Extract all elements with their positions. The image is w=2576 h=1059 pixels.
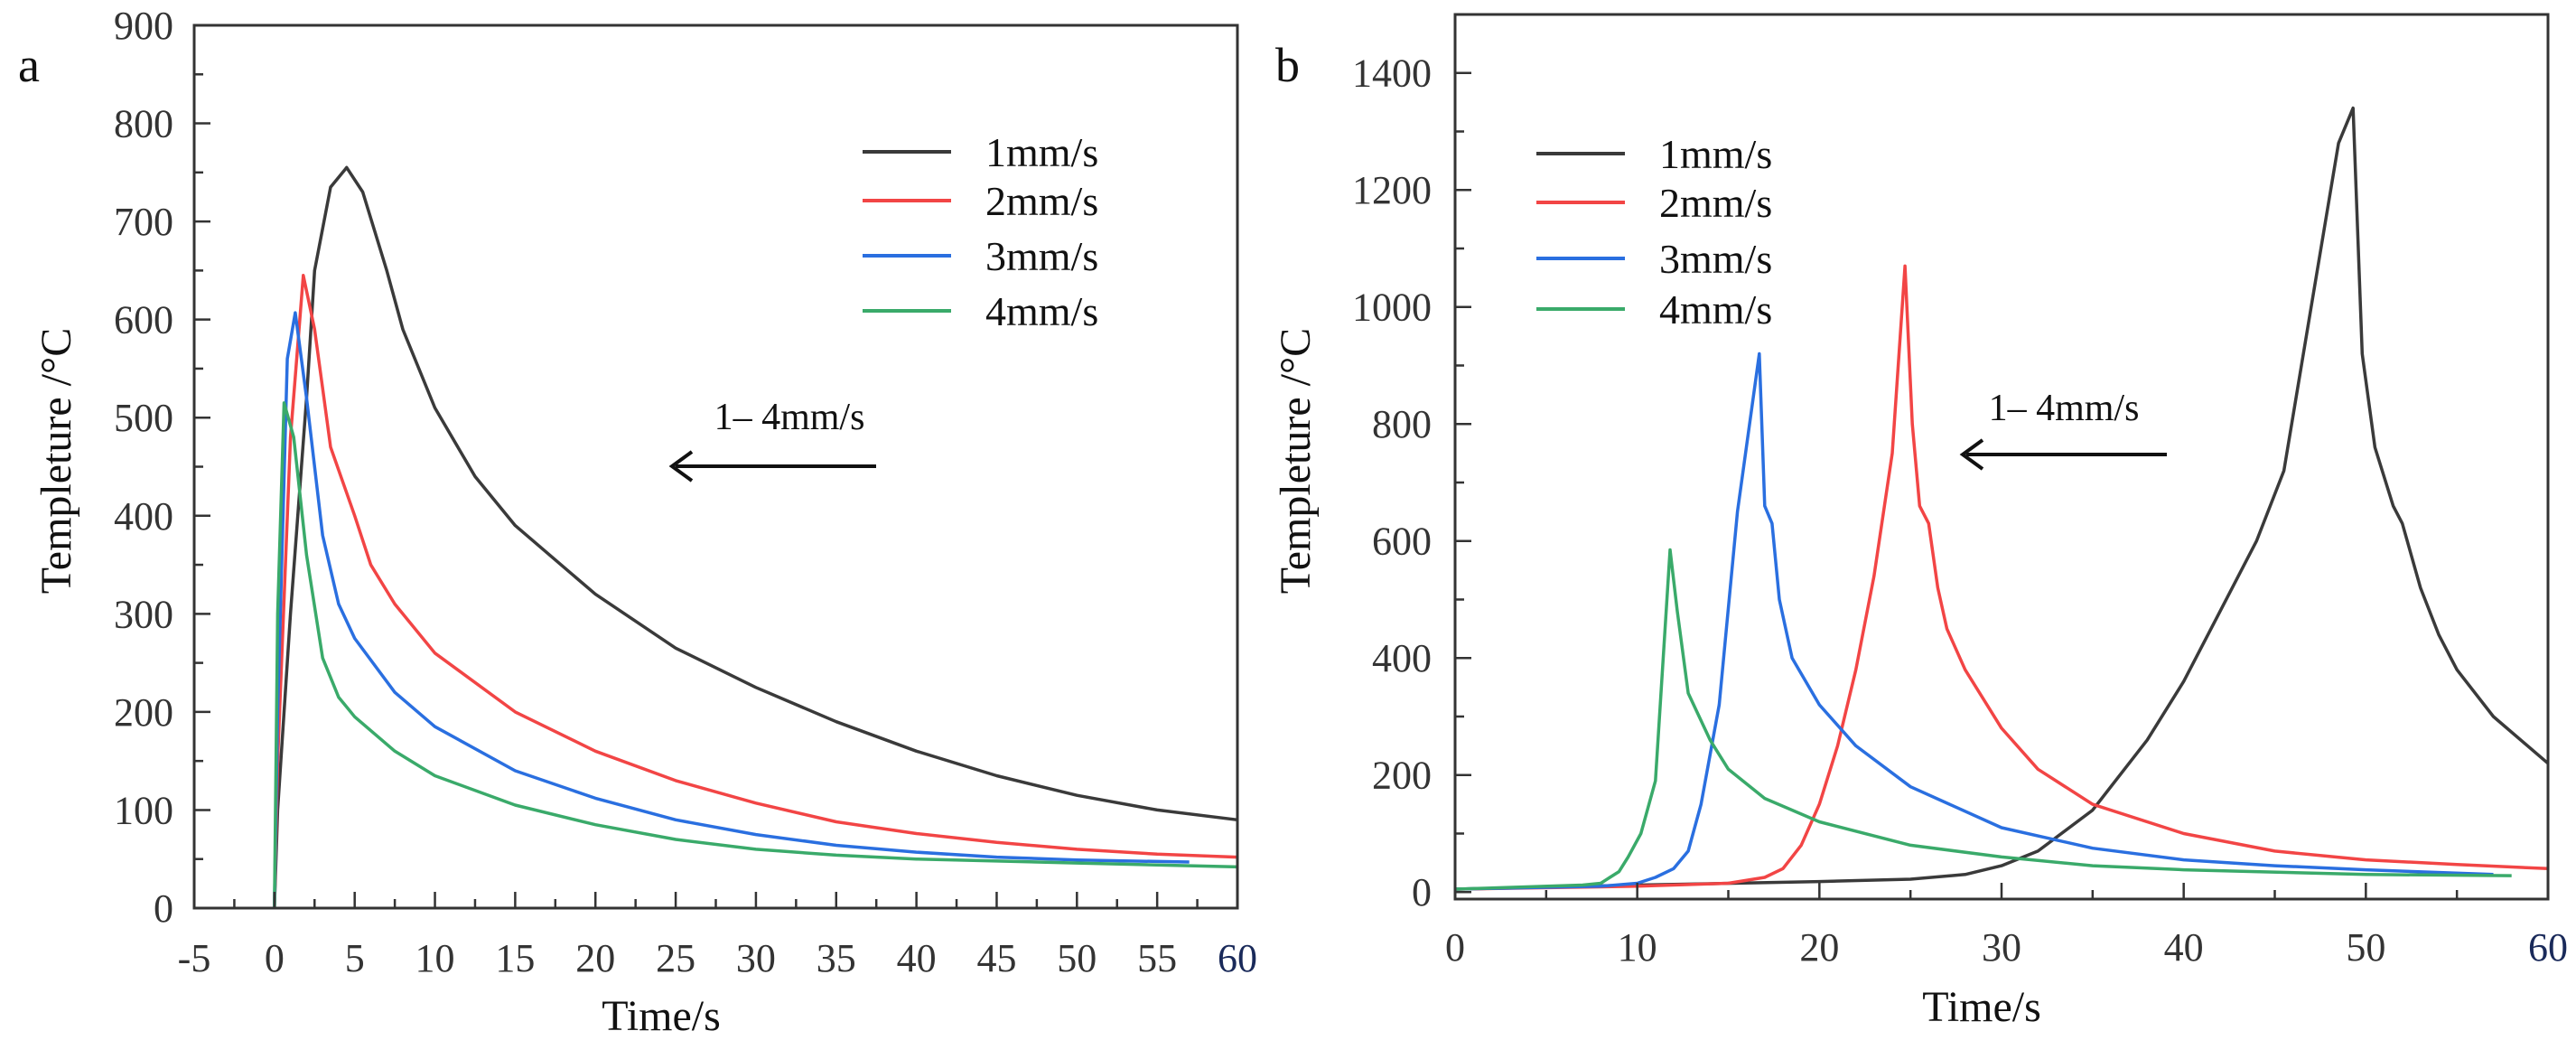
x-tick-label: 20 [1799, 925, 1839, 970]
legend-label: 2mm/s [985, 178, 1098, 224]
y-tick-label: 0 [154, 886, 173, 931]
x-tick-label: 60 [2528, 925, 2568, 970]
x-tick-label: 40 [897, 936, 937, 980]
y-tick-label: 100 [114, 788, 173, 832]
panel-b: 0 10 20 30 40 50 600200400600800100012001400Ti… [1272, 13, 2568, 1031]
y-tick-label: 300 [114, 592, 173, 636]
x-tick-label: 45 [976, 936, 1016, 980]
legend-label: 3mm/s [1659, 236, 1772, 282]
x-tick-label: 25 [656, 936, 695, 980]
x-tick-label: 10 [1618, 925, 1657, 970]
y-tick-label: 1000 [1352, 286, 1432, 330]
y-axis-title: Templeture /°C [1272, 328, 1320, 594]
x-tick-label: 5 [345, 936, 365, 980]
y-tick-label: 200 [114, 690, 173, 735]
series-line-1mm-per-s [1454, 106, 2550, 891]
legend-label: 1mm/s [1659, 131, 1772, 177]
arrowhead-icon [668, 450, 694, 483]
y-tick-label: 700 [114, 200, 173, 244]
x-tick-label: 15 [495, 936, 535, 980]
legend-label: 4mm/s [985, 288, 1098, 334]
x-tick-label: 30 [1982, 925, 2021, 970]
y-tick-label: 1200 [1352, 168, 1432, 212]
series-line-3mm-per-s [273, 311, 1190, 909]
legend-label: 2mm/s [1659, 180, 1772, 226]
y-tick-label: 900 [114, 4, 173, 48]
x-tick-label: 50 [1057, 936, 1097, 980]
y-tick-label: 400 [1372, 636, 1432, 680]
x-axis-title: Time/s [1922, 983, 2041, 1031]
y-tick-label: 200 [1372, 754, 1432, 798]
legend-label: 1mm/s [985, 129, 1098, 175]
x-tick-label: 0 [265, 936, 285, 980]
panel-letter: b [1275, 38, 1300, 92]
series-line-2mm-per-s [1454, 264, 2549, 891]
x-tick-label: 50 [2346, 925, 2385, 970]
y-tick-label: 800 [114, 102, 173, 146]
y-tick-label: 1400 [1352, 52, 1432, 96]
series-line-4mm-per-s [1454, 548, 2512, 891]
x-tick-label: 30 [736, 936, 776, 980]
legend-label: 3mm/s [985, 233, 1098, 279]
series-line-1mm-per-s [273, 165, 1238, 909]
x-tick-label: 55 [1137, 936, 1177, 980]
x-axis-title: Time/s [602, 992, 721, 1040]
series-line-2mm-per-s [273, 274, 1238, 909]
x-tick-label: 35 [817, 936, 856, 980]
x-tick-label: 20 [575, 936, 615, 980]
y-tick-label: 800 [1372, 402, 1432, 446]
legend-label: 4mm/s [1659, 286, 1772, 333]
y-tick-label: 600 [1372, 520, 1432, 564]
y-axis-title: Templeture /°C [33, 328, 80, 594]
x-tick-label: 40 [2164, 925, 2204, 970]
plot-frame [1453, 13, 2550, 901]
x-tick-label: 60 [1218, 936, 1257, 980]
x-tick-label: -5 [178, 936, 211, 980]
series-line-4mm-per-s [273, 401, 1238, 909]
series-line-3mm-per-s [1454, 351, 2494, 891]
annotation-text: 1– 4mm/s [714, 397, 865, 438]
y-tick-label: 600 [114, 298, 173, 342]
panel-letter: a [18, 38, 40, 92]
arrowhead-icon [1959, 438, 1984, 471]
panel-a: -5 0 5 10 15 20 25 30 35 40 45 50 55 6001002003004005… [18, 4, 1257, 1040]
y-tick-label: 0 [1412, 870, 1432, 914]
x-tick-label: 0 [1445, 925, 1465, 970]
y-tick-label: 400 [114, 494, 173, 539]
annotation-text: 1– 4mm/s [1989, 388, 2140, 429]
y-tick-label: 500 [114, 396, 173, 440]
x-tick-label: 10 [415, 936, 455, 980]
